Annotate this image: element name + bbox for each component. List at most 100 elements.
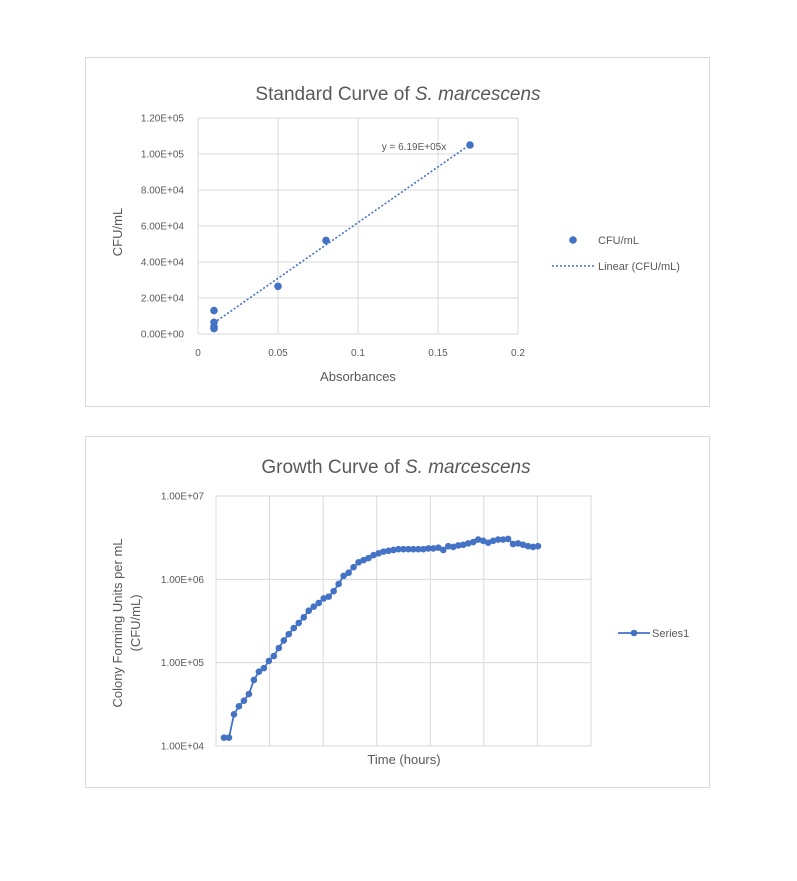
data-point <box>315 599 322 607</box>
data-point <box>529 543 537 551</box>
data-point <box>380 548 387 555</box>
data-point <box>469 538 477 546</box>
data-point <box>285 630 293 638</box>
data-point <box>270 652 278 660</box>
data-point <box>300 614 308 621</box>
data-point <box>255 668 263 675</box>
data-point <box>330 587 337 595</box>
data-point <box>210 306 218 315</box>
chart-title: Growth Curve of S. marcescens <box>261 457 531 478</box>
data-point <box>295 619 303 627</box>
data-point <box>310 603 318 610</box>
data-point <box>474 536 482 543</box>
data-point <box>390 546 397 554</box>
data-point <box>440 546 447 554</box>
data-point <box>514 540 522 547</box>
standard-curve-svg: Standard Curve of S. marcescens 0.00E+00 2… <box>110 84 680 384</box>
data-point <box>430 545 437 552</box>
chart-title-species: S. marcescens <box>415 84 541 105</box>
x-tick-label: 0.2 <box>511 348 525 359</box>
standard-curve-chart: Standard Curve of S. marcescens 0.00E+00 2… <box>85 57 710 407</box>
data-point <box>454 542 462 549</box>
data-point <box>494 536 502 543</box>
data-point <box>245 690 253 698</box>
data-point <box>425 545 432 552</box>
data-point <box>410 545 417 553</box>
legend-marker <box>630 629 638 637</box>
growth-curve-chart: Growth Curve of S. marcescens 1.00E+04 1.0… <box>85 436 710 788</box>
data-point <box>420 545 427 553</box>
y-tick-label: 2.00E+04 <box>141 294 185 305</box>
data-point <box>489 537 497 545</box>
y-tick-label: 1.00E+07 <box>161 492 205 503</box>
x-tick-label: 0 <box>195 348 201 359</box>
data-point <box>325 593 332 600</box>
data-point <box>370 551 377 559</box>
y-axis-title: CFU/mL <box>110 208 125 256</box>
y-tick-label: 1.20E+05 <box>141 114 185 125</box>
data-point <box>210 324 218 333</box>
chart-title-main: Growth Curve of <box>261 457 405 478</box>
data-point <box>385 547 392 555</box>
legend-marker-points <box>569 236 577 244</box>
data-point <box>275 644 283 652</box>
data-point <box>466 141 474 149</box>
data-point <box>322 236 330 245</box>
y-axis-title-line1: Colony Forming Units per mL <box>110 538 125 707</box>
y-tick-label: 6.00E+04 <box>141 222 185 233</box>
data-point <box>230 711 238 718</box>
y-tick-label: 0.00E+00 <box>141 330 185 341</box>
data-point <box>405 545 412 553</box>
y-tick-label: 1.00E+06 <box>161 575 205 586</box>
data-point <box>449 543 457 551</box>
data-point <box>444 542 452 550</box>
data-point <box>274 282 282 291</box>
data-point <box>240 697 248 704</box>
data-point <box>360 556 367 564</box>
data-point <box>335 580 342 588</box>
data-point <box>395 545 402 553</box>
data-point <box>479 537 487 545</box>
data-point <box>459 541 467 549</box>
chart-title: Standard Curve of S. marcescens <box>255 84 541 105</box>
x-tick-label: 0.05 <box>268 348 288 359</box>
data-point <box>415 545 422 553</box>
y-tick-label: 4.00E+04 <box>141 258 185 269</box>
data-point <box>464 540 472 547</box>
x-tick-label: 0.15 <box>428 348 448 359</box>
data-point <box>225 734 233 741</box>
y-tick-label: 1.00E+05 <box>141 150 185 161</box>
y-axis-title: Colony Forming Units per mL (CFU/mL) <box>110 538 143 707</box>
trendline <box>213 143 471 324</box>
x-tick-label: 0.1 <box>351 348 365 359</box>
data-point <box>235 702 243 710</box>
x-axis-title: Absorbances <box>320 369 396 384</box>
trendline-equation: y = 6.19E+05x <box>382 142 447 153</box>
data-point <box>250 676 258 684</box>
data-point <box>290 624 298 632</box>
data-point <box>499 536 507 543</box>
data-point <box>365 554 372 562</box>
data-point <box>320 595 327 602</box>
chart-title-main: Standard Curve of <box>255 84 414 105</box>
data-point <box>519 541 527 549</box>
data-point <box>260 664 268 672</box>
data-point <box>340 572 347 580</box>
data-point <box>355 559 362 566</box>
series-line <box>224 538 539 739</box>
data-point <box>265 657 273 665</box>
y-axis-title-line2: (CFU/mL) <box>128 594 143 651</box>
data-point <box>345 569 352 577</box>
data-point <box>534 542 542 550</box>
data-point <box>524 542 532 550</box>
growth-curve-svg: Growth Curve of S. marcescens 1.00E+04 1.0… <box>110 457 689 767</box>
data-point <box>280 637 288 644</box>
data-point <box>375 550 382 557</box>
legend-label-trendline: Linear (CFU/mL) <box>598 261 680 273</box>
data-point <box>484 539 492 547</box>
x-axis-title: Time (hours) <box>367 752 440 767</box>
data-point <box>305 607 313 615</box>
y-tick-label: 1.00E+04 <box>161 742 205 753</box>
data-point <box>504 535 512 543</box>
data-point <box>509 540 517 548</box>
